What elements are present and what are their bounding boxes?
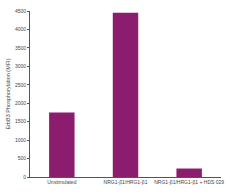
svg-text:3500: 3500 [15, 45, 26, 51]
svg-text:NRG1-β1/HRG1-β1 + HDS 029: NRG1-β1/HRG1-β1 + HDS 029 [154, 179, 224, 185]
svg-text:2000: 2000 [15, 100, 26, 106]
svg-text:1000: 1000 [15, 137, 26, 143]
svg-text:2500: 2500 [15, 82, 26, 88]
svg-text:500: 500 [18, 155, 27, 161]
svg-text:ErbB3 Phosphorylation (MFI): ErbB3 Phosphorylation (MFI) [5, 58, 11, 129]
svg-text:Unstimulated: Unstimulated [47, 179, 76, 185]
svg-text:3000: 3000 [15, 63, 26, 69]
svg-text:0: 0 [23, 174, 26, 180]
svg-text:NRG1-β1/HRG1-β1: NRG1-β1/HRG1-β1 [104, 179, 148, 185]
svg-text:4000: 4000 [15, 26, 26, 32]
svg-text:1500: 1500 [15, 118, 26, 124]
svg-text:4500: 4500 [15, 8, 26, 14]
